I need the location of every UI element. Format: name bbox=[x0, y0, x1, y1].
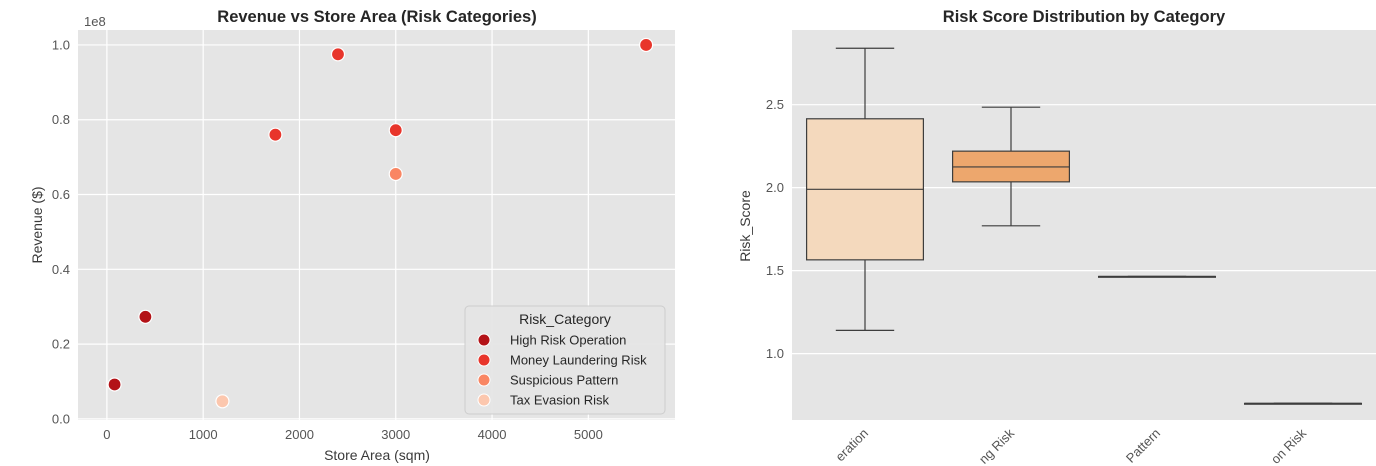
scatter-point bbox=[215, 394, 230, 409]
legend-title: Risk_Category bbox=[519, 311, 611, 327]
x-tick-label: eration bbox=[832, 426, 871, 465]
y-tick-label: 0.2 bbox=[52, 337, 70, 352]
legend-marker bbox=[477, 333, 491, 347]
scatter-title: Revenue vs Store Area (Risk Categories) bbox=[217, 8, 536, 26]
y-tick-label: 0.0 bbox=[52, 411, 70, 426]
scatter-point bbox=[388, 123, 403, 138]
legend-marker bbox=[477, 373, 491, 387]
scatter-x-axis: 0 1000 2000 3000 4000 5000 bbox=[103, 427, 603, 442]
y-tick-label: 1.0 bbox=[52, 37, 70, 52]
x-tick-label: 3000 bbox=[381, 427, 410, 442]
box-grid bbox=[792, 104, 1376, 355]
scatter-point bbox=[388, 166, 403, 182]
scatter-point bbox=[639, 37, 654, 53]
box-title: Risk Score Distribution by Category bbox=[943, 8, 1226, 26]
x-tick-label: Pattern bbox=[1123, 426, 1163, 466]
legend-label: High Risk Operation bbox=[510, 333, 626, 348]
box-x-axis: eration ng Risk Pattern on Risk bbox=[832, 425, 1309, 466]
x-tick-label: on Risk bbox=[1268, 425, 1310, 466]
y-tick-label: 1.0 bbox=[766, 346, 784, 361]
scatter-y-axis: 0.0 0.2 0.4 0.6 0.8 1.0 bbox=[52, 37, 70, 426]
scatter-legend: Risk_Category High Risk Operation Money L… bbox=[464, 305, 666, 415]
legend-label: Money Laundering Risk bbox=[510, 353, 647, 368]
scatter-point bbox=[268, 127, 283, 142]
y-tick-label: 0.6 bbox=[52, 187, 70, 202]
x-tick-label: 4000 bbox=[478, 427, 507, 442]
scatter-point bbox=[330, 47, 346, 62]
box-y-axis-label: Risk_Score bbox=[737, 190, 753, 262]
y-tick-label: 2.0 bbox=[766, 180, 784, 195]
scatter-points bbox=[107, 37, 654, 409]
x-tick-label: 0 bbox=[103, 427, 110, 442]
legend-frame bbox=[464, 305, 666, 415]
scatter-point bbox=[107, 377, 122, 392]
legend-entries: High Risk Operation Money Laundering Risk… bbox=[477, 333, 647, 408]
legend-label: Suspicious Pattern bbox=[510, 373, 618, 388]
scatter-y-axis-label: Revenue ($) bbox=[29, 186, 45, 263]
x-tick-label: 2000 bbox=[285, 427, 314, 442]
y-tick-label: 2.5 bbox=[766, 97, 784, 112]
box-y-axis: 1.0 1.5 2.0 2.5 bbox=[766, 97, 784, 361]
x-tick-label: ng Risk bbox=[976, 425, 1018, 466]
legend-marker bbox=[477, 353, 491, 367]
legend-marker bbox=[477, 393, 491, 407]
y-tick-label: 1.5 bbox=[766, 263, 784, 278]
scatter-chart: 0 1000 2000 3000 4000 5000 0.0 0.2 0.4 0.6 0.8 1.0… bbox=[29, 8, 675, 463]
legend-label: Tax Evasion Risk bbox=[510, 393, 609, 408]
box-boxes bbox=[805, 47, 1362, 405]
scatter-grid bbox=[78, 30, 675, 420]
x-tick-label: 5000 bbox=[574, 427, 603, 442]
box-chart: 1.0 1.5 2.0 2.5 eration ng Risk Pattern on Ris… bbox=[737, 8, 1376, 466]
x-tick-label: 1000 bbox=[189, 427, 218, 442]
y-tick-label: 0.4 bbox=[52, 262, 70, 277]
scatter-x-axis-label: Store Area (sqm) bbox=[324, 447, 430, 463]
y-tick-label: 0.8 bbox=[52, 112, 70, 127]
scatter-point bbox=[138, 309, 153, 324]
scatter-y-offset-text: 1e8 bbox=[84, 14, 106, 29]
